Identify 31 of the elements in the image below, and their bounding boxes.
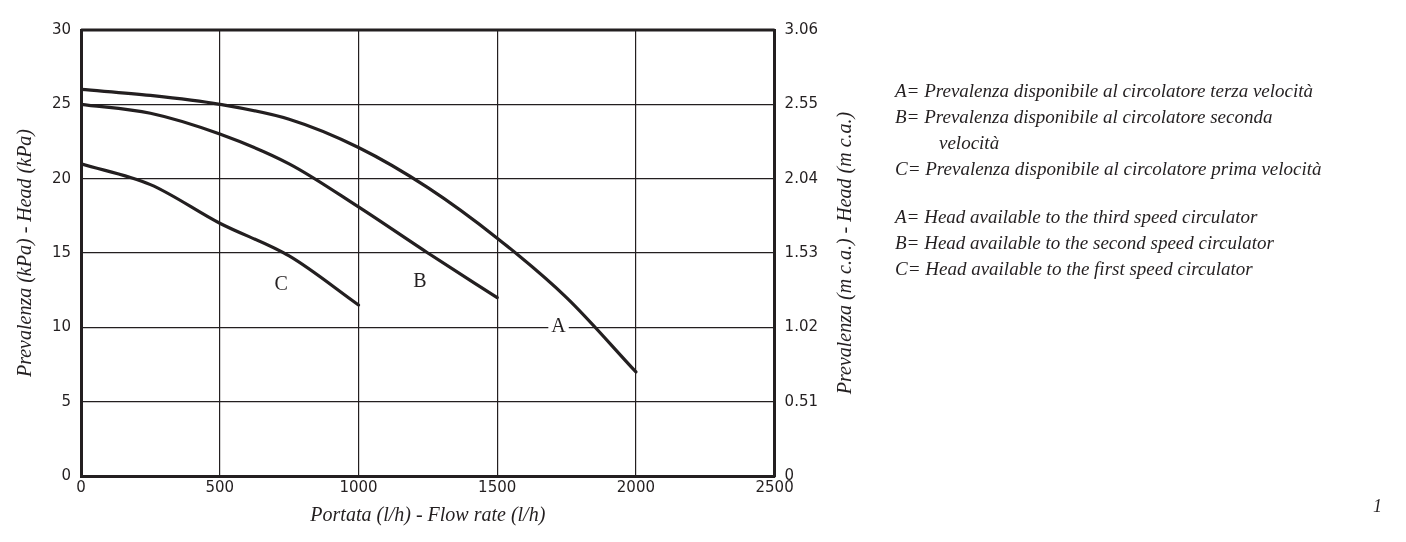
y-tick-label: 30 (51, 19, 72, 38)
y2-tick-label: 1.02 (784, 317, 819, 336)
text: A= Prevalenza disponibile al circolatore terza velocità (895, 79, 1315, 103)
y2-tick-label: 2.04 (784, 168, 819, 187)
y-tick-label: 0 (61, 465, 72, 484)
x-tick-label: 2000 (616, 477, 655, 496)
y-axis-title: Prevalenza (kPa) - Head (kPa) (13, 128, 37, 379)
y2-tick-label: 3.06 (784, 19, 819, 38)
x-tick-label: 500 (205, 477, 235, 496)
text: B= Head available to the second speed circulator (895, 231, 1275, 255)
y-tick-label: 25 (51, 94, 72, 113)
x-tick-label: 0 (76, 477, 86, 496)
text: A= Head available to the third speed circulator (895, 205, 1259, 229)
text: B= Prevalenza disponibile al circolatore seconda velocità (895, 105, 1274, 155)
y-tick-label: 10 (51, 317, 72, 336)
x-axis-title: Portata (l/h) - Flow rate (l/h) (309, 503, 546, 527)
text: C= Prevalenza disponibile al circolatore prima velocità (895, 157, 1323, 181)
series-label: B (413, 269, 427, 291)
text: C= Head available to the first speed circulator (895, 257, 1254, 281)
y-tick-label: 15 (51, 242, 72, 261)
y2-axis-title: Prevalenza (m c.a.) - Head (m c.a.) (833, 111, 857, 396)
y-tick-label: 20 (51, 168, 72, 187)
y2-tick-label: 1.53 (784, 242, 819, 261)
text: 1 (1373, 496, 1382, 517)
y2-tick-label: 0.51 (784, 391, 819, 410)
series-label: A (551, 313, 567, 336)
x-tick-label: 1000 (339, 477, 378, 496)
y-tick-label: 5 (61, 391, 72, 410)
y2-tick-label: 2.55 (784, 94, 819, 113)
x-tick-label: 1500 (478, 477, 517, 496)
series-label: C (274, 271, 288, 294)
